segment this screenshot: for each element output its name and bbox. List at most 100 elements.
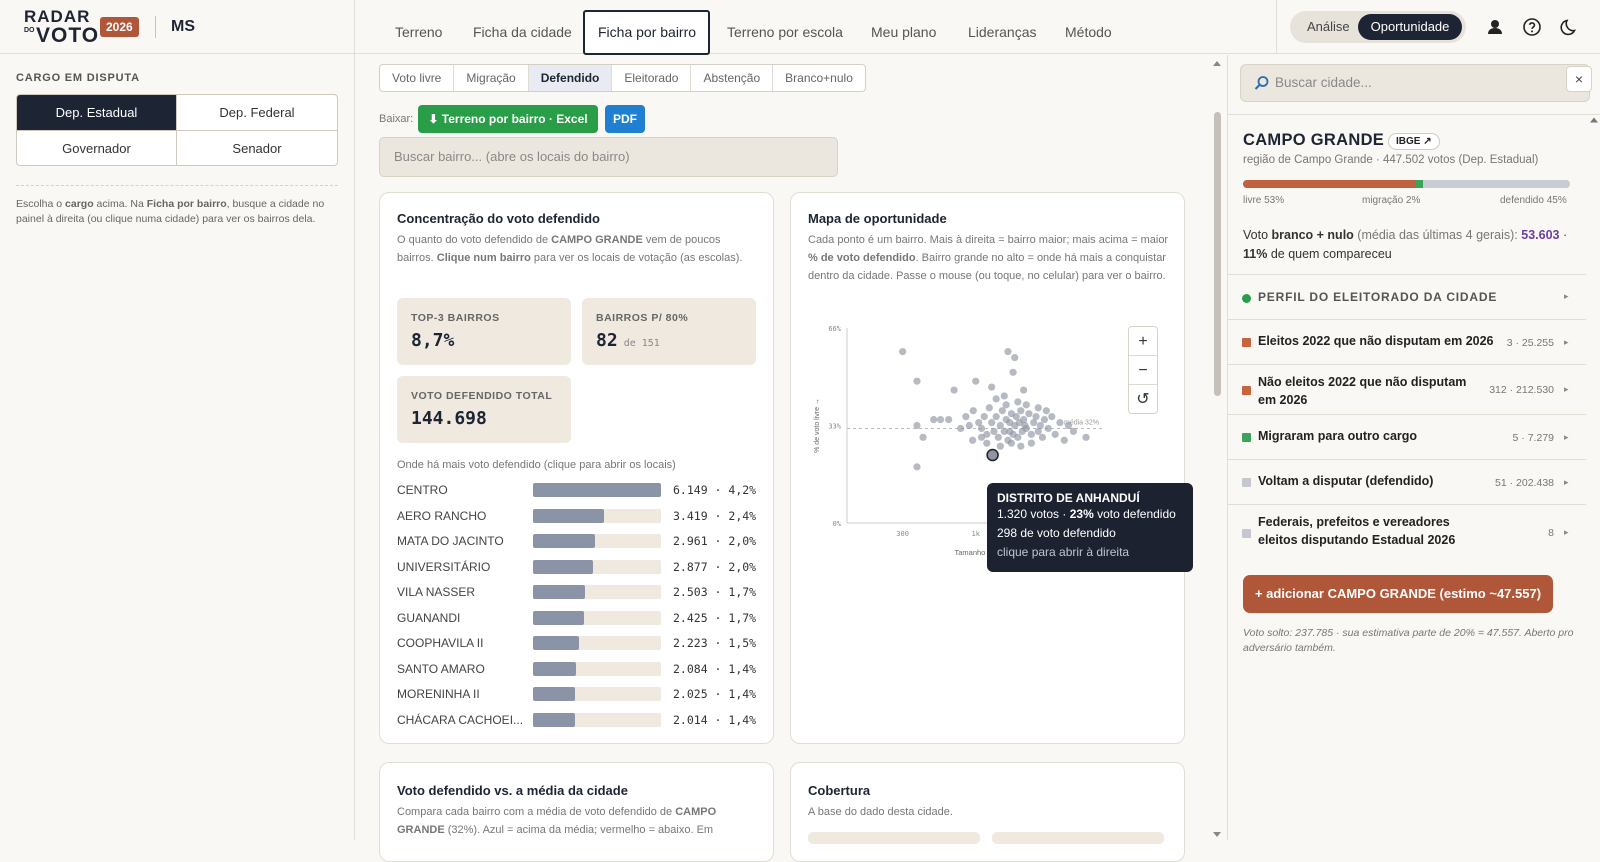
bairro-point[interactable] xyxy=(1042,407,1050,415)
bairro-point[interactable] xyxy=(1044,424,1052,433)
bairro-point[interactable] xyxy=(1032,413,1040,421)
bairro-row[interactable]: MORENINHA II 2.025 · 1,4% xyxy=(397,684,757,704)
tab-liderancas[interactable]: Lideranças xyxy=(968,24,1037,40)
bairro-point[interactable] xyxy=(972,377,980,385)
bairro-point[interactable] xyxy=(996,442,1004,450)
bairro-point[interactable] xyxy=(899,348,907,356)
clear-search-button[interactable]: × xyxy=(1566,66,1592,92)
bairro-point[interactable] xyxy=(1007,439,1016,447)
perfil-eleitorado-row[interactable]: PERFIL DO ELEITORADO DA CIDADE ▸ xyxy=(1228,274,1586,319)
bairro-point[interactable] xyxy=(1020,415,1028,424)
bairro-point[interactable] xyxy=(1082,433,1090,441)
bairro-point[interactable] xyxy=(965,421,973,430)
bairro-point[interactable] xyxy=(992,395,1000,403)
bairro-point[interactable] xyxy=(957,424,965,433)
bairro-point[interactable] xyxy=(1036,421,1044,430)
bairro-point[interactable] xyxy=(977,424,986,433)
bairro-point[interactable] xyxy=(1020,386,1028,394)
bairro-point[interactable] xyxy=(1009,368,1017,376)
bairro-point[interactable] xyxy=(1004,348,1012,356)
tab-terreno[interactable]: Terreno xyxy=(395,24,443,40)
opportunity-scatter-chart[interactable]: média 32% 0% 33% 66% 300 1k % de voto livre → T… xyxy=(802,318,1124,558)
group-row[interactable]: Federais, prefeitos e vereadores eleitos… xyxy=(1228,504,1586,559)
bairro-point[interactable] xyxy=(1021,421,1029,430)
bairro-point[interactable] xyxy=(913,463,921,471)
panel-scroll-up-icon[interactable] xyxy=(1590,115,1598,124)
bairro-point[interactable] xyxy=(998,407,1006,415)
bairro-row[interactable]: GUANANDI 2.425 · 1,7% xyxy=(397,608,757,628)
add-city-button[interactable]: + adicionar CAMPO GRANDE (estimo ~47.557… xyxy=(1243,575,1553,613)
bairro-point[interactable] xyxy=(1012,413,1020,421)
bairro-point[interactable] xyxy=(1014,398,1022,406)
city-search-input[interactable]: Buscar cidade... xyxy=(1240,64,1590,102)
bairro-point[interactable] xyxy=(1038,433,1047,441)
help-icon[interactable] xyxy=(1522,17,1542,37)
bairro-point[interactable] xyxy=(1034,404,1042,412)
bairro-point[interactable] xyxy=(1030,418,1038,427)
bairro-point[interactable] xyxy=(983,430,991,438)
state-label[interactable]: MS xyxy=(171,18,195,35)
bairro-point[interactable] xyxy=(1002,401,1010,409)
bairro-row[interactable]: VILA NASSER 2.503 · 1,7% xyxy=(397,582,757,602)
bairro-point[interactable] xyxy=(913,421,921,430)
tab-ficha-da-cidade[interactable]: Ficha da cidade xyxy=(473,24,572,40)
bairro-point[interactable] xyxy=(1000,392,1008,400)
bairro-point[interactable] xyxy=(1048,413,1056,421)
bairro-row[interactable]: COOPHAVILA II 2.223 · 1,5% xyxy=(397,633,757,653)
reset-zoom-button[interactable]: ↺ xyxy=(1136,391,1150,408)
user-icon[interactable] xyxy=(1485,17,1505,37)
bairro-point[interactable] xyxy=(1017,442,1025,450)
bairro-point[interactable] xyxy=(930,415,938,424)
bairro-point[interactable] xyxy=(988,383,996,391)
bairro-point[interactable] xyxy=(1064,421,1072,430)
zoom-in-button[interactable]: + xyxy=(1129,327,1157,356)
subtab-voto-livre[interactable]: Voto livre xyxy=(380,65,455,91)
bairro-point[interactable] xyxy=(1069,427,1078,436)
bairro-point[interactable] xyxy=(1022,401,1030,409)
bairro-point[interactable] xyxy=(988,418,996,427)
bairro-point[interactable] xyxy=(1034,427,1042,436)
subtab-migracao[interactable]: Migração xyxy=(454,65,529,91)
zoom-out-button[interactable]: − xyxy=(1129,356,1157,385)
bairro-point[interactable] xyxy=(1051,430,1059,438)
bairro-row[interactable]: MATA DO JACINTO 2.961 · 2,0% xyxy=(397,531,757,551)
subtab-abstencao[interactable]: Abstenção xyxy=(691,65,774,91)
download-pdf-button[interactable]: PDF xyxy=(605,105,645,133)
bairro-point[interactable] xyxy=(980,413,988,421)
group-row[interactable]: Não eleitos 2022 que não disputam em 202… xyxy=(1228,364,1586,414)
bairro-point[interactable] xyxy=(1040,415,1049,424)
bairro-point[interactable] xyxy=(990,427,998,436)
subtab-defendido[interactable]: Defendido xyxy=(528,65,613,91)
scroll-down-icon[interactable] xyxy=(1212,830,1222,840)
bairro-point[interactable] xyxy=(992,413,1000,421)
bairro-point[interactable] xyxy=(962,413,970,421)
bairro-point[interactable] xyxy=(945,415,953,424)
bairro-point[interactable] xyxy=(975,418,983,427)
bairro-row[interactable]: AERO RANCHO 3.419 · 2,4% xyxy=(397,506,757,526)
tab-ficha-por-bairro[interactable]: Ficha por bairro xyxy=(598,24,697,40)
scroll-up-icon[interactable] xyxy=(1212,58,1222,68)
cargo-dep-federal[interactable]: Dep. Federal xyxy=(219,105,295,120)
cargo-senador[interactable]: Senador xyxy=(177,130,337,165)
bairro-point[interactable] xyxy=(1000,427,1008,436)
bairro-point[interactable] xyxy=(983,439,991,447)
bairro-row[interactable]: UNIVERSITÁRIO 2.877 · 2,0% xyxy=(397,557,757,577)
group-row[interactable]: Voltam a disputar (defendido) 51 · 202.43… xyxy=(1228,459,1586,504)
bairro-point[interactable] xyxy=(1027,430,1035,438)
download-excel-button[interactable]: ⬇ Terreno por bairro · Excel xyxy=(418,105,598,133)
bairro-point[interactable] xyxy=(969,407,977,415)
group-row[interactable]: Migraram para outro cargo 5 · 7.279 ▸ xyxy=(1228,414,1586,459)
tab-meu-plano[interactable]: Meu plano xyxy=(871,24,937,40)
cargo-dep-estadual[interactable]: Dep. Estadual xyxy=(17,95,177,130)
mode-oportunidade-option[interactable]: Oportunidade xyxy=(1358,14,1462,40)
bairro-point[interactable] xyxy=(919,433,927,441)
bairro-row[interactable]: CENTRO 6.149 · 4,2% xyxy=(397,480,757,500)
scrollbar-thumb[interactable] xyxy=(1214,112,1221,396)
highlighted-bairro-point[interactable] xyxy=(986,448,999,462)
radar-do-voto-logo[interactable]: RADAR DO VOTO xyxy=(24,8,98,46)
bairro-point[interactable] xyxy=(996,421,1004,430)
subtab-branco-nulo[interactable]: Branco+nulo xyxy=(785,71,853,85)
bairro-point[interactable] xyxy=(977,433,986,441)
main-scrollbar[interactable] xyxy=(1212,58,1222,840)
bairro-point[interactable] xyxy=(913,377,921,385)
